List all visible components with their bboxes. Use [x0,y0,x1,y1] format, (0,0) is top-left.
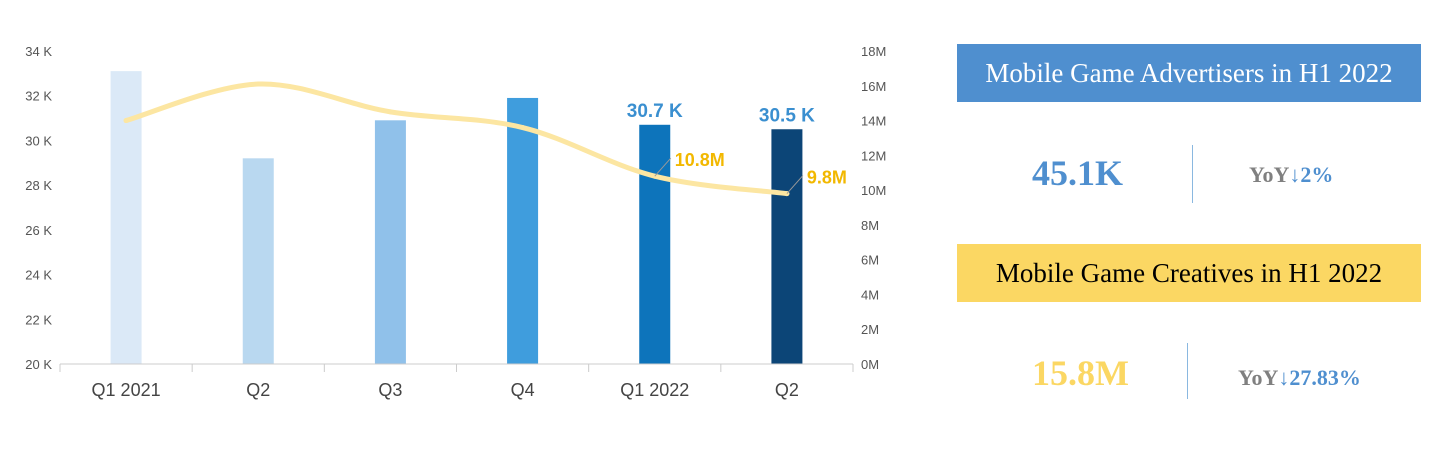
advertisers-divider [1192,145,1193,203]
bar [242,158,274,364]
bar [374,120,406,364]
right-tick-label: 10M [861,183,886,198]
right-tick-label: 0M [861,357,879,372]
x-tick-label: Q1 2022 [620,380,689,400]
bar-series: 30.7 K 30.5 K [110,71,815,365]
x-tick-label: Q4 [511,380,535,400]
advertisers-yoy-delta: ↓2% [1289,162,1334,187]
creatives-divider [1187,343,1188,399]
bar [507,97,539,364]
line-path [123,81,790,197]
right-y-axis: 0M 2M 4M 6M 8M 10M 12M 14M 16M 18M [861,44,886,372]
x-tick-label: Q3 [378,380,402,400]
line-point [387,109,393,115]
left-tick-label: 34 K [25,44,52,59]
advertisers-value: 45.1K [1032,153,1124,193]
line-point [520,125,526,131]
right-tick-label: 8M [861,218,879,233]
left-tick-label: 26 K [25,223,52,238]
x-tick-label: Q1 2021 [92,380,161,400]
creatives-yoy-delta: ↓27.83% [1278,365,1361,390]
creatives-value: 15.8M [1032,353,1129,393]
x-tick-label: Q2 [775,380,799,400]
left-tick-label: 32 K [25,89,52,104]
line-data-label: 10.8M [675,150,725,170]
bar-data-label: 30.7 K [627,101,683,122]
advertisers-yoy: YoY↓2% [1249,162,1333,188]
left-tick-label: 24 K [25,268,52,283]
left-tick-label: 20 K [25,357,52,372]
bar [771,129,803,364]
advertisers-banner: Mobile Game Advertisers in H1 2022 [957,44,1421,102]
creatives-banner: Mobile Game Creatives in H1 2022 [957,244,1421,302]
line-point [123,118,129,124]
line-series: 10.8M 9.8M [123,81,847,197]
combo-chart: 20 K 22 K 24 K 26 K 28 K 30 K 32 K 34 K 0M 2M 4M 6… [25,44,886,400]
bar [639,124,671,365]
left-tick-label: 22 K [25,312,52,327]
advertisers-title: Mobile Game Advertisers in H1 2022 [985,57,1393,88]
line-label-leader [786,175,804,194]
creatives-yoy: YoY↓27.83% [1238,365,1361,391]
creatives-title: Mobile Game Creatives in H1 2022 [995,257,1383,288]
x-tick-label: Q2 [246,380,270,400]
right-tick-label: 16M [861,79,886,94]
left-tick-label: 30 K [25,133,52,148]
line-label-leader [654,157,672,177]
right-tick-label: 6M [861,253,879,268]
left-tick-label: 28 K [25,178,52,193]
bar-data-label: 30.5 K [759,105,815,126]
advertisers-yoy-prefix: YoY [1249,162,1290,187]
left-y-axis: 20 K 22 K 24 K 26 K 28 K 30 K 32 K 34 K [25,44,52,372]
line-point [255,81,261,87]
creatives-yoy-prefix: YoY [1238,365,1279,390]
right-tick-label: 14M [861,114,886,129]
right-tick-label: 12M [861,148,886,163]
right-tick-label: 2M [861,322,879,337]
right-tick-label: 18M [861,44,886,59]
line-data-label: 9.8M [807,168,847,188]
x-axis: Q1 2021 Q2 Q3 Q4 Q1 2022 Q2 [59,363,854,400]
right-tick-label: 4M [861,287,879,302]
